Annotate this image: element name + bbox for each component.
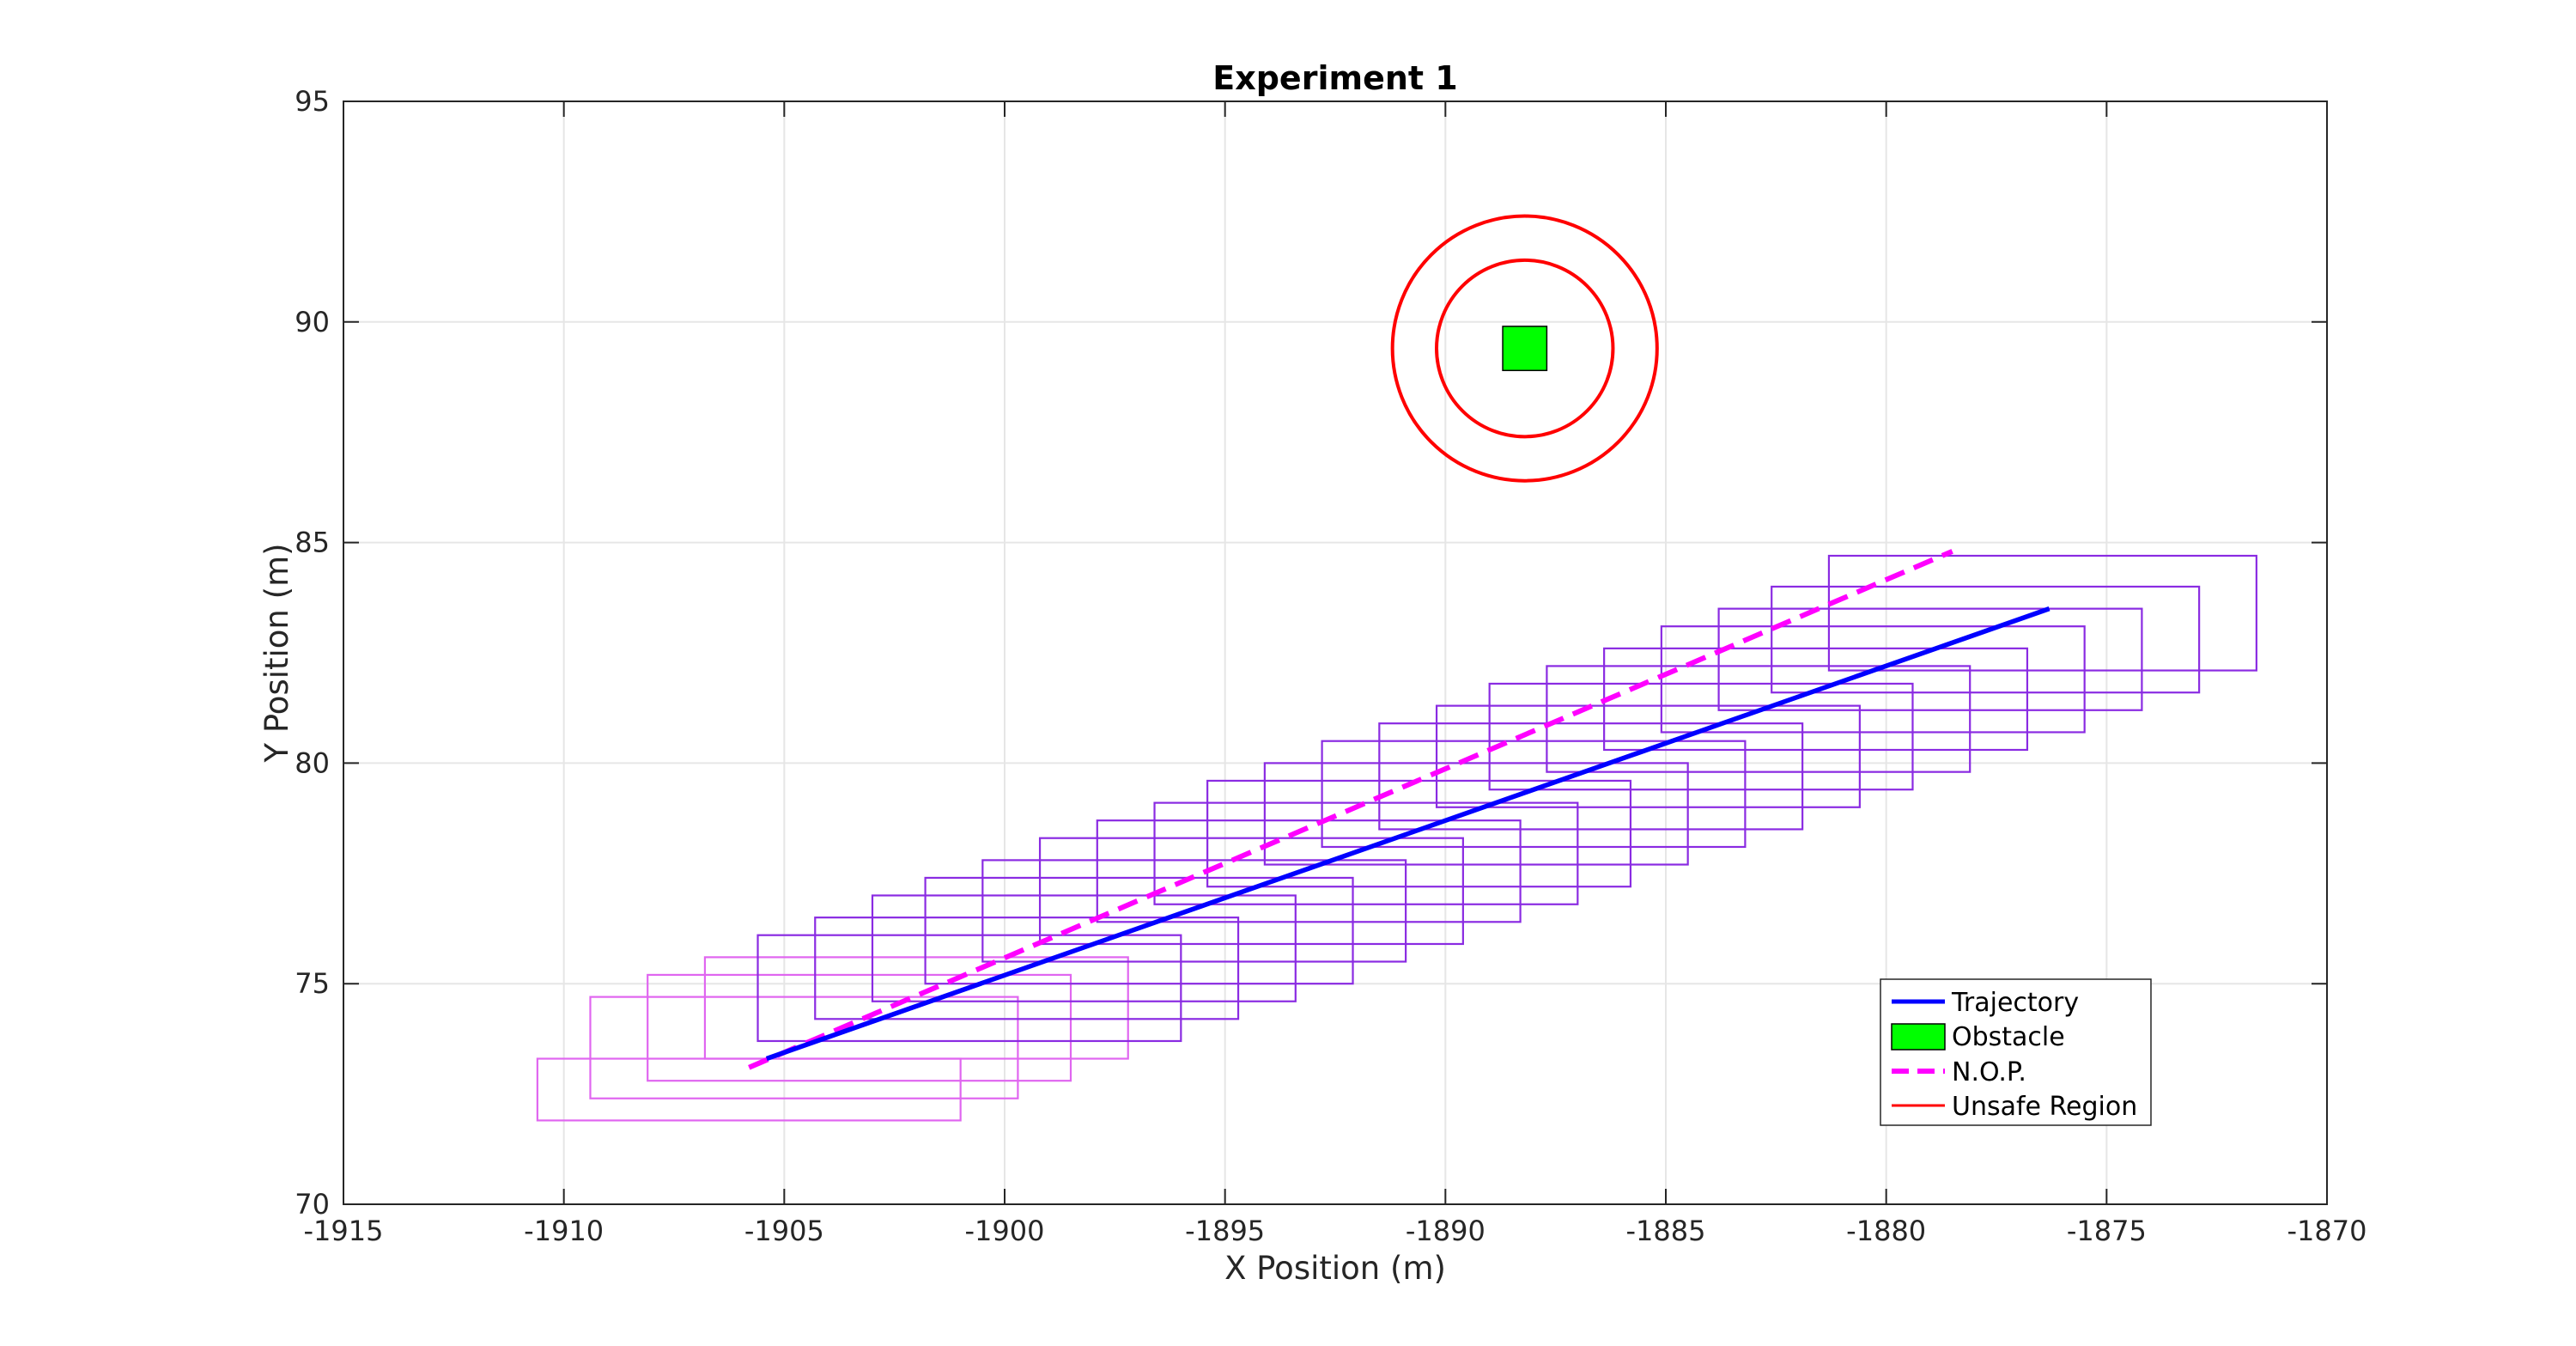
legend-obstacle-label: Obstacle (1952, 1022, 2065, 1052)
uncertainty-box (1546, 665, 1971, 773)
x-tick-label: -1885 (1626, 1215, 1706, 1247)
uncertainty-box (924, 876, 1354, 985)
uncertainty-box (1321, 740, 1747, 849)
axes-box (343, 100, 2328, 1205)
y-tick-label: 70 (295, 1188, 330, 1221)
x-tick-label: -1915 (304, 1215, 384, 1247)
uncertainty-box (814, 917, 1240, 1020)
y-tick-labels: 70 75 80 85 90 95 (295, 85, 330, 1221)
uncertainty-box (1717, 607, 2143, 711)
unsafe-regions (1390, 214, 1659, 483)
y-axis-label: Y Position (m) (258, 543, 295, 763)
legend-nop-label: N.O.P. (1952, 1057, 2026, 1087)
unsafe-region-circle (1435, 258, 1615, 439)
series-lines (748, 549, 2050, 1070)
uncertainty-box (1435, 704, 1861, 808)
chart-title: Experiment 1 (1212, 59, 1457, 97)
uncertainty-box (1096, 819, 1522, 923)
legend-trajectory-label: Trajectory (1951, 988, 2079, 1018)
x-tick-label: -1910 (524, 1215, 604, 1247)
x-tick-label: -1900 (965, 1215, 1045, 1247)
axes-frame (343, 100, 2328, 1205)
uncertainty-box (1827, 554, 2257, 672)
x-tick-label: -1880 (1846, 1215, 1926, 1247)
y-tick-label: 75 (295, 967, 330, 1000)
trajectory-line (765, 606, 2050, 1062)
x-tick-label: -1875 (2067, 1215, 2147, 1247)
x-tick-label: -1870 (2287, 1215, 2367, 1247)
uncertainty-box (1378, 722, 1804, 831)
uncertainty-box (647, 973, 1072, 1082)
uncertainty-box (1038, 837, 1464, 946)
uncertainty-box (703, 956, 1129, 1060)
x-tick-label: -1905 (744, 1215, 824, 1247)
obstacle-layer (1502, 326, 1548, 372)
obstacle-square (1502, 326, 1548, 372)
unsafe-region-circle (1390, 214, 1659, 483)
x-tick-labels: -1915 -1910 -1905 -1900 -1895 -1890 -1885 -1880… (304, 1215, 2367, 1247)
uncertainty-box (1263, 762, 1689, 866)
uncertainty-box (1153, 801, 1579, 905)
uncertainty-box (1660, 625, 2086, 734)
legend-obstacle-swatch (1891, 1023, 1946, 1051)
uncertainty-box (589, 996, 1019, 1099)
uncertainty-box (756, 934, 1182, 1043)
x-tick-label: -1890 (1406, 1215, 1485, 1247)
uncertainty-box (981, 859, 1407, 963)
legend: Trajectory Obstacle N.O.P. Unsafe Region (1880, 978, 2152, 1126)
uncertainty-box (1488, 682, 1914, 791)
x-axis-label: X Position (m) (1224, 1250, 1446, 1287)
nop-line (748, 549, 1953, 1070)
uncertainty-box (1771, 585, 2201, 694)
y-tick-label: 85 (295, 527, 330, 559)
legend-unsafe-label: Unsafe Region (1952, 1092, 2137, 1122)
y-tick-label: 90 (295, 306, 330, 338)
uncertainty-box (871, 894, 1297, 1002)
y-tick-label: 80 (295, 746, 330, 779)
x-tick-label: -1895 (1185, 1215, 1265, 1247)
y-tick-label: 95 (295, 85, 330, 118)
